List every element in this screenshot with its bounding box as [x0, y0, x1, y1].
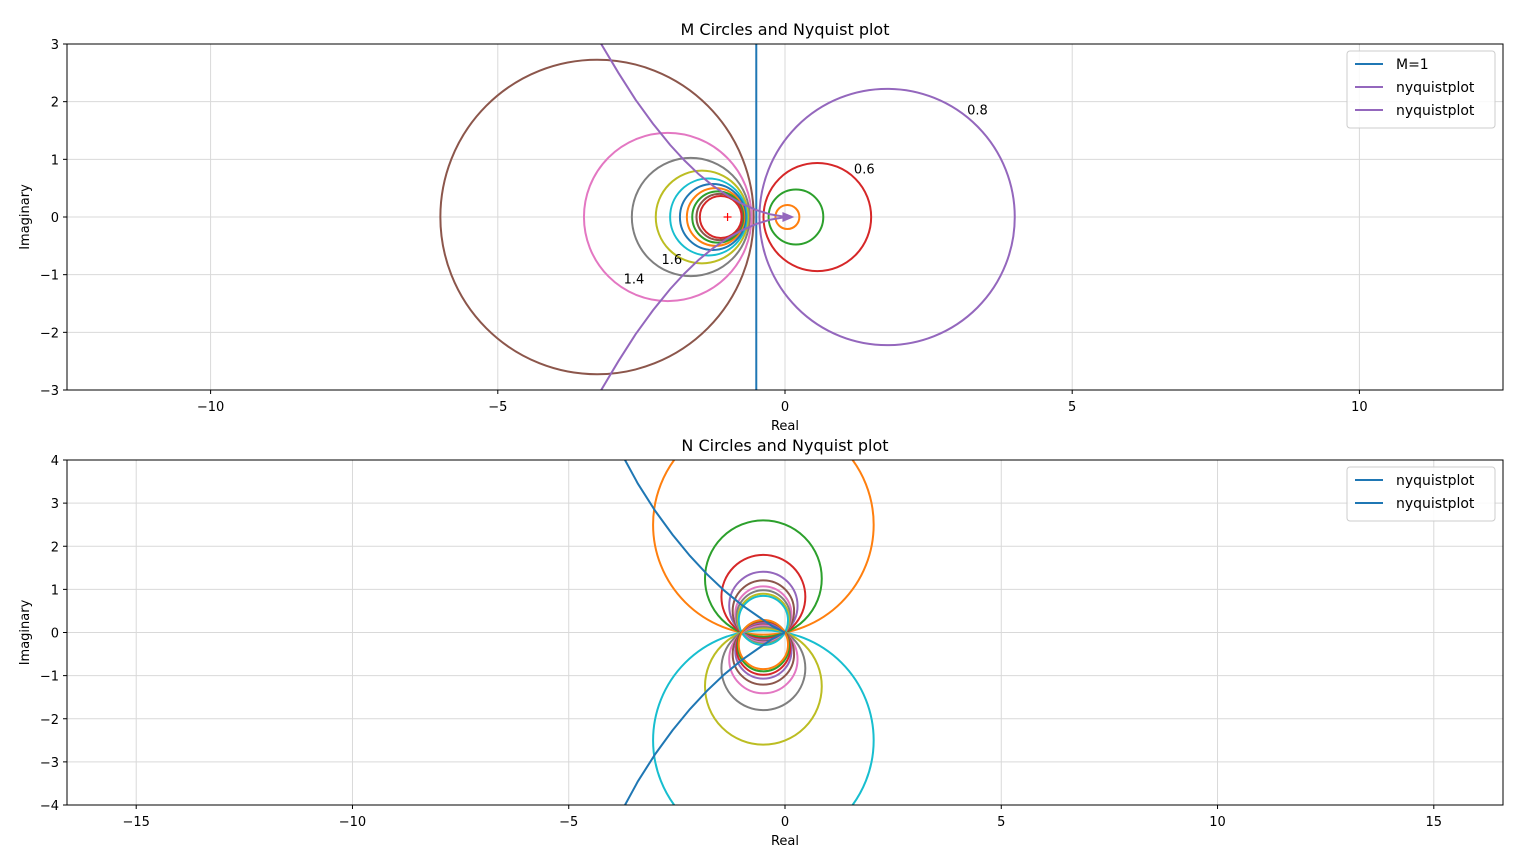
y-tick-label: 4 [51, 454, 59, 469]
circle-mark [720, 553, 807, 640]
chart-title: M Circles and Nyquist plot [681, 20, 890, 39]
circle-mark [734, 585, 793, 644]
nyquist-series-line [624, 631, 786, 805]
x-tick-label: 10 [1209, 815, 1226, 830]
circle-mark [652, 460, 875, 636]
circle-annotation: 0.8 [967, 104, 988, 119]
y-tick-label: 0 [51, 211, 59, 226]
circle-annotation: 1.6 [661, 253, 682, 268]
x-tick-label: 0 [781, 815, 789, 830]
y-tick-label: 1 [51, 583, 59, 598]
circle-mark [703, 627, 823, 746]
circle-mark [582, 131, 753, 303]
y-tick-label: 1 [51, 153, 59, 168]
legend-label: M=1 [1396, 57, 1429, 73]
legend-box [1346, 466, 1496, 522]
y-axis-title: Imaginary [18, 599, 33, 665]
y-tick-label: 2 [51, 540, 59, 555]
x-tick-label: −10 [339, 815, 366, 830]
x-tick-label: 10 [1351, 400, 1368, 415]
y-tick-label: −3 [40, 756, 59, 771]
x-axis-title: Real [771, 834, 799, 849]
y-tick-label: 3 [51, 497, 59, 512]
y-tick-label: −1 [40, 670, 59, 685]
x-tick-label: −10 [197, 400, 224, 415]
circle-annotation: 1.4 [624, 273, 645, 288]
circle-mark [439, 58, 755, 376]
x-tick-label: 15 [1426, 815, 1443, 830]
circle-annotation: 0.6 [854, 163, 875, 178]
circle-mark [758, 87, 1016, 347]
legend-label: nyquistplot [1396, 473, 1475, 489]
x-tick-label: 5 [997, 815, 1005, 830]
circle-mark [630, 156, 751, 278]
x-tick-label: −5 [559, 815, 578, 830]
plot-area [624, 460, 875, 805]
nyquist-series-line [600, 216, 789, 390]
circle-mark [652, 629, 875, 805]
x-tick-label: −15 [122, 815, 149, 830]
legend-box [1346, 50, 1496, 129]
y-tick-label: −4 [40, 799, 59, 814]
x-tick-label: −5 [488, 400, 507, 415]
circle-mark [678, 183, 747, 251]
x-tick-label: 0 [781, 400, 789, 415]
circle-mark [698, 195, 743, 239]
legend-label: nyquistplot [1396, 103, 1475, 119]
circle-mark [728, 624, 799, 695]
y-tick-label: 3 [51, 38, 59, 53]
x-axis-title: Real [771, 419, 799, 434]
y-tick-label: 0 [51, 627, 59, 642]
circle-mark [669, 177, 748, 257]
legend-label: nyquistplot [1396, 80, 1475, 96]
circle-mark [728, 570, 799, 641]
legend-label: nyquistplot [1396, 496, 1475, 512]
y-tick-label: −2 [40, 713, 59, 728]
nyquist-series-line [624, 460, 786, 634]
chart-title: N Circles and Nyquist plot [681, 436, 888, 455]
x-tick-label: 5 [1068, 400, 1076, 415]
circle-mark [734, 621, 793, 680]
y-tick-label: −3 [40, 384, 59, 399]
y-axis-title: Imaginary [18, 184, 33, 250]
nyquist-series-line [600, 44, 789, 218]
plot-area [439, 44, 1016, 390]
circle-mark [774, 203, 801, 231]
circle-mark [654, 169, 750, 265]
circle-mark [762, 161, 873, 273]
circle-mark [703, 519, 823, 638]
circle-mark [767, 188, 825, 246]
nyquist-arrow [782, 212, 795, 222]
circle-mark [720, 625, 807, 712]
y-tick-label: 2 [51, 96, 59, 111]
y-tick-label: −2 [40, 326, 59, 341]
y-tick-label: −1 [40, 269, 59, 284]
